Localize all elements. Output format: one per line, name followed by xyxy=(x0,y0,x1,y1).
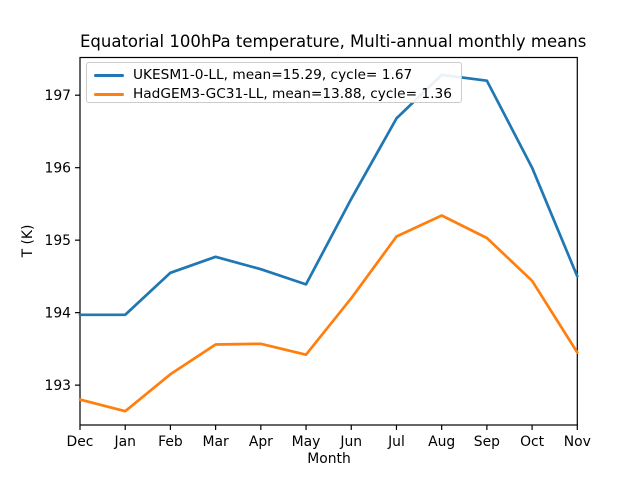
x-tick-label: Jul xyxy=(387,434,405,450)
x-tick-label: Jan xyxy=(113,434,135,450)
series-line xyxy=(78,73,579,317)
y-tick-label: 197 xyxy=(44,88,71,104)
legend-entry: UKESM1-0-LL, mean=15.29, cycle= 1.67 xyxy=(94,67,452,83)
x-axis-label: Month xyxy=(307,451,351,467)
x-tick-label: Feb xyxy=(158,434,183,450)
x-tick-label: Dec xyxy=(67,434,94,450)
plot-frame xyxy=(79,56,578,426)
y-tick-label: 196 xyxy=(44,160,71,176)
legend-label: UKESM1-0-LL, mean=15.29, cycle= 1.67 xyxy=(133,67,413,83)
y-tick-label: 194 xyxy=(44,305,71,321)
legend: UKESM1-0-LL, mean=15.29, cycle= 1.67 HadG… xyxy=(86,62,462,103)
legend-line-sample xyxy=(94,92,124,96)
y-tick-label: 193 xyxy=(44,378,71,394)
x-tick-label: Aug xyxy=(428,434,455,450)
y-tick-label: 195 xyxy=(44,233,71,249)
legend-label: HadGEM3-GC31-LL, mean=13.88, cycle= 1.36 xyxy=(133,86,452,102)
x-tick-label: Jun xyxy=(339,434,362,450)
chart-title: Equatorial 100hPa temperature, Multi-ann… xyxy=(80,32,587,51)
x-tick-label: Mar xyxy=(203,434,229,450)
legend-entry: HadGEM3-GC31-LL, mean=13.88, cycle= 1.36 xyxy=(94,86,452,102)
x-tick-label: Sep xyxy=(474,434,500,450)
series-line xyxy=(78,214,579,413)
x-tick-label: May xyxy=(292,434,321,450)
legend-line-sample xyxy=(94,73,124,77)
x-tick-label: Nov xyxy=(564,434,591,450)
x-tick-label: Oct xyxy=(520,434,545,450)
x-tick-label: Apr xyxy=(249,434,273,450)
